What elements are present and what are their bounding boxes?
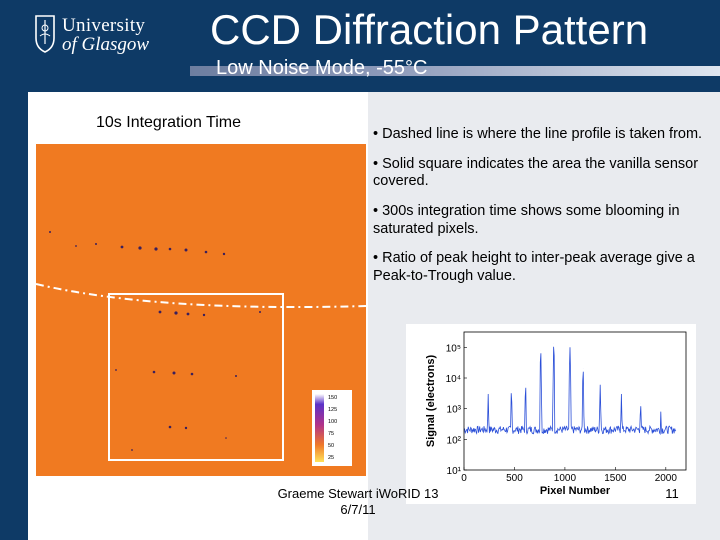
ccd-diffraction-image: 150 125 100 75 50 25 <box>36 144 366 476</box>
x-tick-label: 2000 <box>655 473 678 484</box>
x-tick-label: 1000 <box>554 473 577 484</box>
x-tick-label: 1500 <box>604 473 627 484</box>
chart-background <box>406 324 696 504</box>
bullet-item: • Solid square indicates the area the va… <box>373 155 699 190</box>
colorbar-ticks: 150 125 100 75 50 25 <box>328 395 337 461</box>
y-tick-label: 10³ <box>447 405 462 416</box>
colorbar-tick: 125 <box>328 407 337 413</box>
x-tick-label: 0 <box>461 473 467 484</box>
footer-author: Graeme Stewart iWoRID 13 <box>277 486 439 501</box>
colorbar-tick: 150 <box>328 395 337 401</box>
bullet-list: • Dashed line is where the line profile … <box>373 126 703 298</box>
colorbar-tick: 100 <box>328 419 337 425</box>
colorbar-tick: 75 <box>328 431 334 437</box>
image-column: 10s Integration Time <box>28 92 368 540</box>
y-tick-label: 10⁵ <box>446 343 461 354</box>
colorbar-tick: 50 <box>328 443 334 449</box>
logo-text-university: University <box>62 15 146 36</box>
y-tick-label: 10² <box>447 435 462 446</box>
vanilla-sensor-area <box>108 293 284 461</box>
footer-date: 6/7/11 <box>340 501 376 517</box>
page-number: 11 <box>665 486 679 501</box>
content-panel: 10s Integration Time <box>28 92 720 540</box>
title-divider <box>190 66 720 76</box>
logo-text-glasgow: of Glasgow <box>62 34 150 55</box>
x-tick-label: 500 <box>506 473 523 484</box>
image-caption: 10s Integration Time <box>96 114 241 131</box>
y-axis-label: Signal (electrons) <box>425 355 437 448</box>
diffraction-spots <box>49 231 261 451</box>
university-logo: University of Glasgow <box>34 14 164 56</box>
y-tick-label: 10⁴ <box>446 374 461 385</box>
colorbar-tick: 25 <box>328 455 334 461</box>
bullet-item: • Ratio of peak height to inter-peak ave… <box>373 250 695 285</box>
bullet-item: • 300s integration time shows some bloom… <box>373 203 680 237</box>
bullet-item: • Dashed line is where the line profile … <box>373 126 703 142</box>
colorbar <box>315 394 324 462</box>
university-crest-icon <box>35 15 55 53</box>
ccd-background <box>36 144 366 476</box>
line-profile-chart: 0 500 1000 1500 2000 10¹ 10² 10³ 10⁴ 10⁵ Pixel Num… <box>406 324 696 504</box>
slide-subtitle: Low Noise Mode, -55°C <box>216 57 428 79</box>
footer-text: Graeme Stewart iWoRID 13 6/7/11 <box>268 486 448 517</box>
slide-title: CCD Diffraction Pattern <box>210 6 649 53</box>
y-tick-label: 10¹ <box>447 466 462 477</box>
plot-frame <box>463 331 687 471</box>
line-profile-dashed <box>36 283 366 309</box>
x-axis-label: Pixel Number <box>540 485 611 497</box>
